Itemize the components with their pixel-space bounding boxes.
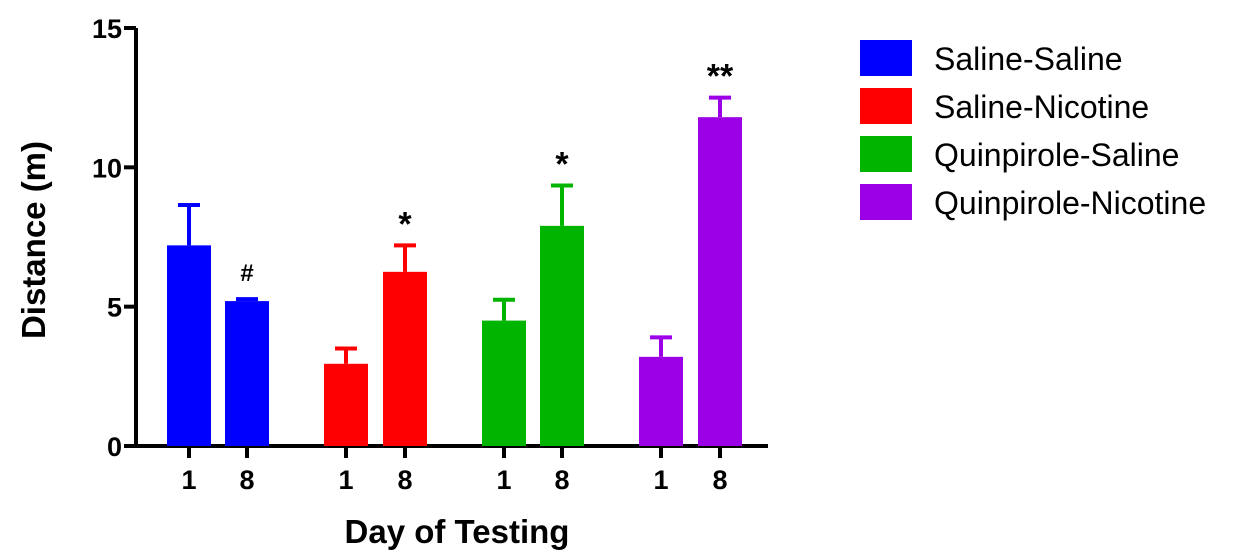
y-tick-label: 10	[92, 153, 122, 183]
x-tick-label: 8	[554, 465, 569, 495]
bar-saline-saline-day-1	[167, 245, 211, 446]
x-tick-label: 8	[712, 465, 727, 495]
bar-quinpirole-nicotine-day-1	[639, 356, 683, 446]
x-tick-label: 1	[653, 465, 668, 495]
legend-label: Saline-Saline	[934, 41, 1123, 77]
legend-swatch	[860, 184, 912, 220]
legend: Saline-Saline Saline-Nicotine Quinpirole-S…	[860, 40, 1206, 221]
y-axis-title: Distance (m)	[15, 141, 52, 339]
bar-quinpirole-saline-day-1	[482, 320, 526, 446]
bar-quinpirole-saline-day-8	[540, 225, 584, 446]
legend-swatch	[860, 136, 912, 172]
x-tick-label: 1	[496, 465, 511, 495]
bar-saline-nicotine-day-1	[324, 363, 368, 446]
legend-swatch	[860, 40, 912, 76]
y-tick-label: 15	[92, 14, 122, 44]
legend-label: Saline-Nicotine	[934, 89, 1149, 125]
bar-quinpirole-nicotine-day-8	[698, 117, 742, 446]
y-tick-label: 5	[107, 293, 122, 323]
x-tick-label: 1	[338, 465, 353, 495]
x-axis-title: Day of Testing	[345, 513, 570, 550]
x-tick-label: 8	[397, 465, 412, 495]
significance-marker: #	[240, 260, 253, 287]
significance-marker: *	[555, 145, 569, 183]
plot-area: 0 5 10 15 1 8 #1 8 * 1 8 * 1 8 **	[92, 14, 768, 495]
x-tick-label: 8	[239, 465, 254, 495]
y-tick-label: 0	[107, 432, 122, 462]
bar-saline-saline-day-8	[225, 301, 269, 446]
significance-marker: **	[707, 58, 734, 96]
bar-saline-nicotine-day-8	[383, 271, 427, 446]
legend-swatch	[860, 88, 912, 124]
significance-marker: *	[398, 205, 412, 243]
x-tick-label: 1	[181, 465, 196, 495]
legend-label: Quinpirole-Saline	[934, 137, 1179, 173]
legend-label: Quinpirole-Nicotine	[934, 185, 1206, 221]
